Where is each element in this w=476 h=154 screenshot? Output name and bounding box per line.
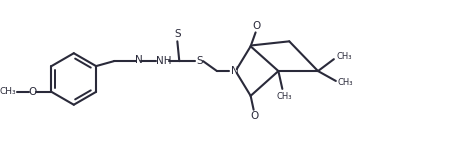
Text: N: N bbox=[135, 55, 143, 65]
Text: CH₃: CH₃ bbox=[338, 78, 354, 87]
Text: CH₃: CH₃ bbox=[0, 87, 16, 96]
Text: O: O bbox=[252, 21, 261, 31]
Text: N: N bbox=[231, 66, 238, 76]
Text: CH₃: CH₃ bbox=[277, 92, 292, 101]
Text: O: O bbox=[29, 87, 37, 97]
Text: NH: NH bbox=[156, 56, 171, 66]
Text: O: O bbox=[250, 111, 259, 121]
Text: CH₃: CH₃ bbox=[336, 52, 351, 61]
Text: S: S bbox=[174, 29, 180, 39]
Text: S: S bbox=[197, 56, 203, 66]
